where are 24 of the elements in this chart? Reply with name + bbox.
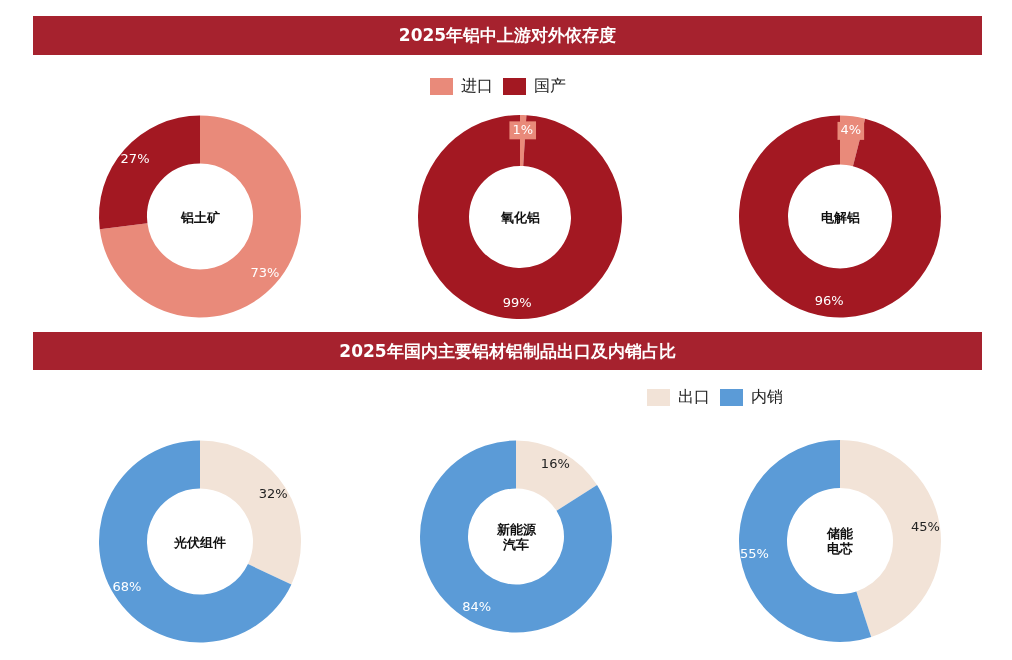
text: 光伏组件	[173, 534, 227, 549]
legend-label: 出口	[678, 386, 710, 406]
data-label: 55%	[740, 545, 769, 561]
text: 电解铝	[819, 209, 861, 224]
legend-label: 内销	[751, 386, 783, 406]
text: 2025年铝中上游对外依存度	[398, 24, 617, 47]
data-label: 27%	[120, 150, 150, 166]
text: 铝土矿	[179, 209, 221, 224]
text: 新能源汽车	[495, 521, 537, 552]
data-label: 4%	[840, 122, 862, 138]
data-label: 32%	[258, 486, 288, 502]
data-label: 96%	[814, 293, 844, 309]
data-label: 16%	[540, 456, 570, 472]
data-label: 1%	[512, 121, 534, 137]
legend-label: 国产	[534, 75, 566, 95]
data-label: 68%	[112, 579, 142, 595]
data-label: 45%	[911, 518, 940, 534]
legend-label: 进口	[461, 75, 493, 95]
data-label: 99%	[502, 295, 532, 311]
text: 2025年国内主要铝材铝制品出口及内销占比	[339, 339, 676, 363]
data-label: 73%	[250, 265, 280, 281]
text: 氧化铝	[499, 209, 541, 225]
data-label: 84%	[462, 599, 492, 615]
text: 储能电芯	[825, 526, 854, 556]
